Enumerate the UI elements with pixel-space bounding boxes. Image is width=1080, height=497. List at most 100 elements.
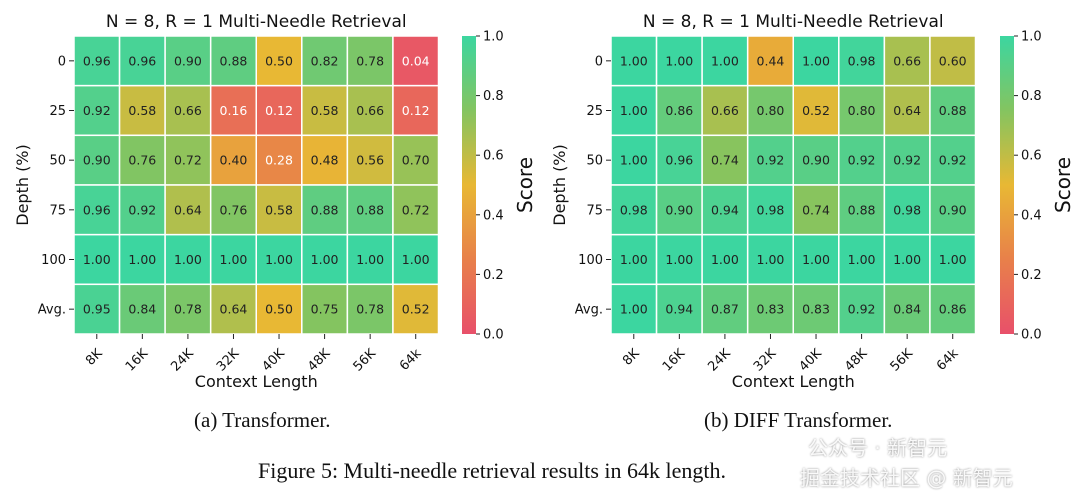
cell-label: 0.66 xyxy=(174,103,202,118)
cell-label: 0.70 xyxy=(402,153,430,168)
x-tick-label: 56K xyxy=(888,346,917,375)
heatmap-cell xyxy=(301,283,349,335)
y-tick-label: Avg. xyxy=(575,303,603,318)
y-tick-label: 25 xyxy=(49,104,66,119)
cell-label: 0.58 xyxy=(128,103,156,118)
cell-label: 1.00 xyxy=(620,153,648,168)
heatmap-cell xyxy=(883,184,931,236)
x-tick-label: 24K xyxy=(705,346,734,375)
chart-title: N = 8, R = 1 Multi-Needle Retrieval xyxy=(643,12,944,32)
cell-label: 1.00 xyxy=(220,252,248,267)
colorbar-tick-label: 0.2 xyxy=(483,268,504,283)
heatmap-cell xyxy=(792,233,840,286)
colorbar xyxy=(462,36,476,334)
cell-label: 0.83 xyxy=(757,302,785,317)
cell-label: 0.98 xyxy=(848,53,876,68)
y-tick-label: 0 xyxy=(595,54,603,69)
cell-label: 0.96 xyxy=(83,202,111,217)
heatmap-cell xyxy=(392,283,440,335)
colorbar-tick-label: 1.0 xyxy=(1021,30,1042,45)
cell-label: 0.86 xyxy=(939,302,967,317)
cell-label: 0.83 xyxy=(802,302,830,317)
cell-label: 0.88 xyxy=(311,202,339,217)
heatmap-cell xyxy=(883,233,931,286)
cell-label: 0.48 xyxy=(311,153,339,168)
cell-label: 1.00 xyxy=(757,252,785,267)
cell-label: 0.28 xyxy=(265,153,293,168)
heatmap-cell xyxy=(255,184,303,236)
heatmap-cell xyxy=(838,184,886,236)
cell-label: 0.90 xyxy=(939,202,967,217)
cell-label: 0.84 xyxy=(128,302,156,317)
cell-label: 0.88 xyxy=(939,103,967,118)
cell-label: 0.87 xyxy=(711,302,739,317)
cell-label: 0.74 xyxy=(802,202,830,217)
cell-label: 1.00 xyxy=(402,252,430,267)
caption-b: (b) DIFF Transformer. xyxy=(704,408,893,432)
colorbar-tick-label: 0.0 xyxy=(1021,328,1042,343)
cell-label: 1.00 xyxy=(265,252,293,267)
heatmap-cell xyxy=(746,134,794,186)
x-axis-label: Context Length xyxy=(195,372,318,391)
heatmap-cell xyxy=(346,283,394,335)
colorbar-tick-label: 0.8 xyxy=(1021,89,1042,104)
cell-label: 0.40 xyxy=(220,153,248,168)
cell-label: 0.90 xyxy=(802,153,830,168)
cell-label: 0.92 xyxy=(128,202,156,217)
cell-label: 0.58 xyxy=(265,202,293,217)
heatmap-cell xyxy=(301,134,349,186)
cell-label: 0.78 xyxy=(356,302,384,317)
colorbar-tick-label: 0.0 xyxy=(483,328,504,343)
y-tick-label: 25 xyxy=(586,104,603,119)
colorbar-tick-label: 0.4 xyxy=(1021,208,1042,223)
x-tick-label: 40K xyxy=(260,346,289,375)
x-tick-label: 24K xyxy=(168,346,197,375)
cell-label: 0.95 xyxy=(83,302,111,317)
cell-label: 0.90 xyxy=(665,202,693,217)
cell-label: 1.00 xyxy=(893,252,921,267)
heatmap-cell xyxy=(883,84,931,137)
cell-label: 0.98 xyxy=(893,202,921,217)
heatmap-cell xyxy=(346,184,394,236)
heatmap-cell xyxy=(346,134,394,186)
cell-label: 0.92 xyxy=(893,153,921,168)
heatmap-cell xyxy=(655,184,703,236)
cell-label: 0.66 xyxy=(356,103,384,118)
cell-label: 0.82 xyxy=(311,53,339,68)
x-tick-label: 8K xyxy=(83,346,106,369)
heatmap-cell xyxy=(301,84,349,137)
cell-label: 0.74 xyxy=(711,153,739,168)
x-tick-label: 40K xyxy=(797,346,826,375)
cell-label: 0.94 xyxy=(665,302,693,317)
colorbar-tick-label: 0.2 xyxy=(1021,268,1042,283)
x-tick-label: 32K xyxy=(214,346,243,375)
cell-label: 0.78 xyxy=(356,53,384,68)
cell-label: 1.00 xyxy=(620,103,648,118)
x-tick-label: 56K xyxy=(351,346,380,375)
cell-label: 0.76 xyxy=(128,153,156,168)
cell-label: 0.96 xyxy=(128,53,156,68)
heatmap-cell xyxy=(118,35,166,87)
heatmap-cell xyxy=(655,84,703,137)
heatmap-cell xyxy=(655,134,703,186)
heatmap-cell xyxy=(929,283,977,335)
cell-label: 0.90 xyxy=(174,53,202,68)
cell-label: 0.90 xyxy=(83,153,111,168)
watermark-line2: 掘金技术社区 @ 新智元 xyxy=(800,466,1013,490)
colorbar xyxy=(1000,36,1014,334)
heatmap-cell xyxy=(610,134,658,186)
cell-label: 0.96 xyxy=(665,153,693,168)
x-axis-label: Context Length xyxy=(732,372,855,391)
cell-label: 0.66 xyxy=(711,103,739,118)
heatmap-cell xyxy=(118,84,166,137)
cell-label: 1.00 xyxy=(620,302,648,317)
cell-label: 0.56 xyxy=(356,153,384,168)
heatmap-cell xyxy=(255,134,303,186)
x-tick-label: 16K xyxy=(660,346,689,375)
cell-label: 1.00 xyxy=(711,252,739,267)
heatmap-cell xyxy=(792,283,840,335)
cell-label: 1.00 xyxy=(174,252,202,267)
heatmap-cell xyxy=(929,84,977,137)
cell-label: 0.80 xyxy=(848,103,876,118)
y-axis-label: Depth (%) xyxy=(550,144,569,226)
